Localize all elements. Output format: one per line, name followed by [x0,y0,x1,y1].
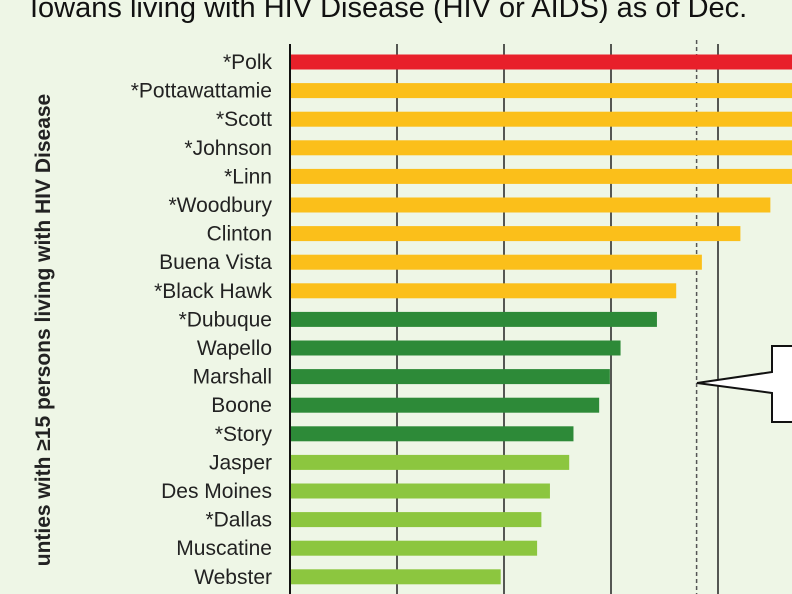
category-label-8: Buena Vista [159,251,272,274]
bar-7 [291,226,741,242]
bar-2 [291,83,792,99]
bar-8 [291,254,702,270]
category-label-12: Marshall [193,366,272,389]
bar-14 [291,426,574,442]
category-label-17: *Dallas [205,509,272,532]
category-label-6: *Woodbury [168,194,272,217]
chart-title: Iowans living with HIV Disease (HIV or A… [30,0,748,24]
bars [291,54,792,585]
bar-16 [291,483,550,499]
bar-10 [291,311,657,327]
category-label-16: Des Moines [161,480,272,503]
bar-19 [291,569,501,585]
category-label-7: Clinton [207,223,272,246]
bar-4 [291,140,792,156]
category-label-13: Boone [211,394,272,417]
bar-1 [291,54,792,70]
category-label-15: Jasper [209,451,272,474]
category-label-10: *Dubuque [179,308,272,331]
bar-6 [291,197,771,213]
category-label-2: *Pottawattamie [131,80,272,103]
bar-9 [291,283,677,299]
bar-11 [291,340,621,356]
category-label-14: *Story [215,423,273,446]
bar-3 [291,111,792,127]
category-label-5: *Linn [224,165,272,188]
bar-15 [291,454,570,470]
category-label-3: *Scott [216,108,272,131]
category-label-4: *Johnson [184,137,272,160]
bar-13 [291,397,600,413]
category-labels: *Polk *Pottawattamie *Scott *Johnson *Linn *W… [131,51,273,589]
annotation-callout [696,345,792,423]
category-label-9: *Black Hawk [154,280,272,303]
category-label-1: *Polk [223,51,273,74]
category-label-18: Muscatine [176,537,272,560]
category-label-11: Wapello [197,337,272,360]
bar-5 [291,168,792,184]
category-label-19: Webster [194,566,272,589]
callout-box [696,345,792,423]
bar-12 [291,369,610,385]
bar-17 [291,512,542,528]
bar-18 [291,540,538,556]
